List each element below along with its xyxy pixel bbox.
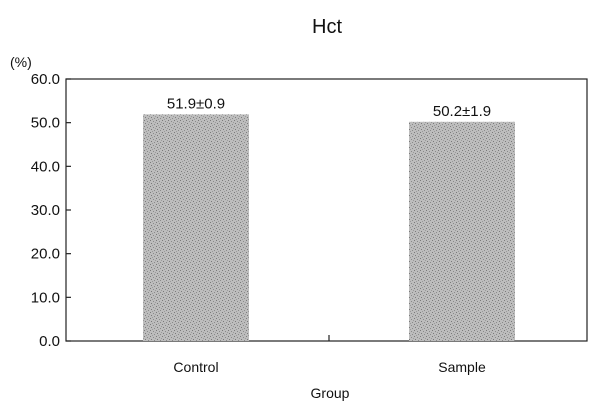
y-axis-ticks: 0.0 10.0 20.0 30.0 40.0 50.0 60.0 (31, 71, 71, 350)
x-axis-label: Group (311, 385, 350, 401)
y-tick-label: 30.0 (31, 202, 60, 219)
chart-title: Hct (312, 16, 342, 38)
y-tick-label: 40.0 (31, 158, 60, 175)
bars-group: 51.9±0.9 50.2±1.9 (143, 95, 515, 342)
y-tick-label: 0.0 (39, 333, 60, 350)
y-tick-label: 60.0 (31, 71, 60, 88)
y-tick-label: 20.0 (31, 246, 60, 263)
bar-control (143, 114, 249, 342)
y-axis-unit-label: (%) (10, 54, 32, 70)
y-tick-label: 10.0 (31, 289, 60, 306)
data-label-control: 51.9±0.9 (167, 95, 225, 112)
y-tick-label: 50.0 (31, 115, 60, 132)
data-label-sample: 50.2±1.9 (433, 103, 491, 120)
category-label-sample: Sample (438, 359, 486, 375)
bar-sample (409, 121, 515, 341)
category-label-control: Control (173, 359, 218, 375)
x-axis-category-labels: Control Sample (173, 359, 486, 375)
